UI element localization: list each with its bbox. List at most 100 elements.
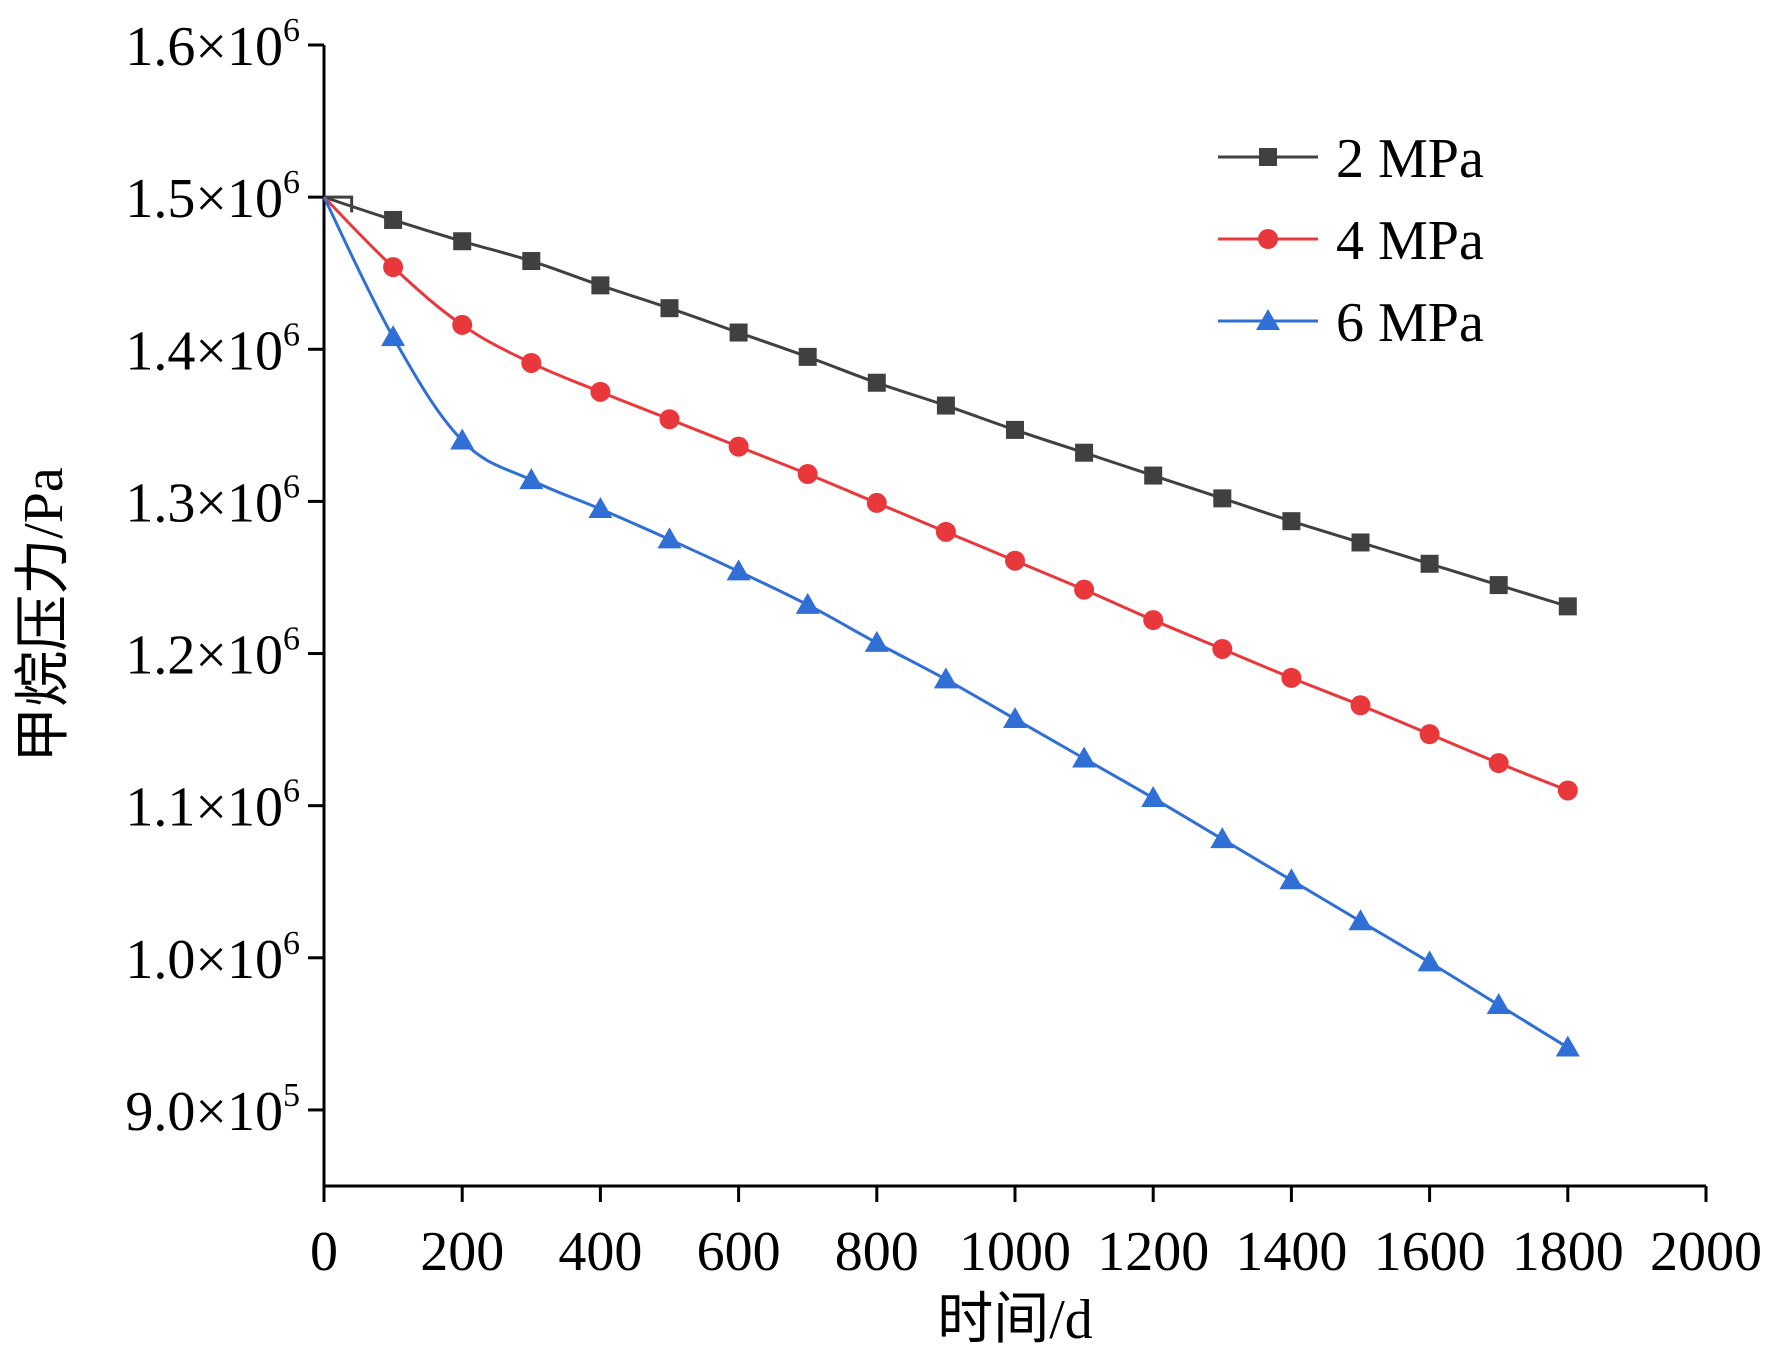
data-point <box>450 428 475 450</box>
data-point <box>384 210 403 229</box>
y-axis-title: 甲烷压力/Pa <box>13 467 75 763</box>
y-tick-exponent: 6 <box>283 468 300 505</box>
x-ticks: 0 200 400 600 800 1000 1200 1400 1600 1800 2000 <box>310 1186 1762 1283</box>
data-point <box>797 464 818 485</box>
y-tick-label: 9.0×105 <box>125 1077 300 1143</box>
data-point <box>1279 868 1304 890</box>
data-point <box>1210 827 1235 849</box>
x-tick-label: 200 <box>420 1221 504 1283</box>
data-point <box>1351 533 1370 552</box>
series-line <box>322 196 1569 792</box>
axes <box>322 45 1706 1188</box>
legend-item: 4 MPa <box>1218 210 1484 272</box>
data-point <box>659 409 680 430</box>
data-point <box>1212 638 1233 659</box>
data-point <box>866 492 887 513</box>
data-point <box>935 521 956 542</box>
data-point <box>798 347 817 366</box>
data-point <box>1417 950 1442 972</box>
y-tick-exponent: 6 <box>283 925 300 962</box>
data-point <box>864 630 889 652</box>
data-point <box>1282 512 1301 531</box>
data-point <box>1072 746 1097 768</box>
data-point <box>588 497 613 519</box>
x-tick-label: 1400 <box>1235 1221 1347 1283</box>
data-point <box>728 436 749 457</box>
y-tick-mantissa: 1.1×10 <box>125 777 283 839</box>
legend-item: 6 MPa <box>1218 292 1484 354</box>
y-tick-exponent: 6 <box>283 773 300 810</box>
legend-marker <box>1258 229 1278 249</box>
x-tick-label: 1200 <box>1097 1221 1209 1283</box>
data-point <box>453 232 472 251</box>
series-4-mpa <box>322 196 1578 801</box>
y-tick-label: 1.1×106 <box>125 773 300 839</box>
data-point <box>519 468 544 490</box>
data-point <box>936 396 955 415</box>
x-tick-label: 800 <box>835 1221 919 1283</box>
data-point <box>1006 420 1024 439</box>
y-tick-mantissa: 9.0×10 <box>125 1081 283 1143</box>
data-point <box>1348 909 1373 931</box>
y-tick-exponent: 6 <box>283 621 300 658</box>
data-point <box>1144 466 1163 485</box>
legend-item: 2 MPa <box>1218 128 1484 190</box>
y-tick-mantissa: 1.5×10 <box>125 168 283 230</box>
y-tick-label: 1.2×106 <box>125 621 300 687</box>
data-point <box>522 252 541 271</box>
data-point <box>1486 992 1511 1014</box>
data-point <box>933 667 958 689</box>
data-point <box>1350 695 1371 716</box>
data-point <box>1213 489 1232 508</box>
data-point <box>1005 550 1025 571</box>
data-point <box>521 352 542 373</box>
legend-label: 4 MPa <box>1336 210 1484 272</box>
data-point <box>1555 1035 1580 1057</box>
y-tick-mantissa: 1.4×10 <box>125 320 283 382</box>
data-point <box>1488 753 1509 774</box>
legend-label: 2 MPa <box>1336 128 1484 190</box>
legend: 2 MPa 4 MPa 6 MPa <box>1218 128 1484 354</box>
data-point <box>1143 610 1164 631</box>
y-ticks: 9.0×1051.0×1061.1×1061.2×1061.3×1061.4×1… <box>125 12 324 1143</box>
data-point <box>1003 706 1027 728</box>
data-point <box>381 325 406 347</box>
data-point <box>1074 579 1095 600</box>
y-tick-mantissa: 1.2×10 <box>125 625 283 687</box>
y-tick-exponent: 6 <box>283 164 300 201</box>
y-tick-exponent: 6 <box>283 12 300 49</box>
data-point <box>1558 597 1577 616</box>
y-tick-label: 1.5×106 <box>125 164 300 230</box>
legend-label: 6 MPa <box>1336 292 1484 354</box>
data-point <box>452 314 473 335</box>
data-point <box>1281 667 1302 688</box>
y-tick-mantissa: 1.6×10 <box>125 16 283 78</box>
y-tick-label: 1.6×106 <box>125 12 300 78</box>
data-point <box>1075 443 1094 462</box>
data-point <box>795 592 820 614</box>
series-2-mpa <box>323 195 1577 616</box>
data-point <box>1557 780 1578 801</box>
x-tick-label: 2000 <box>1650 1221 1762 1283</box>
x-tick-label: 1000 <box>959 1221 1071 1283</box>
series-6-mpa <box>322 196 1580 1057</box>
series-layer <box>322 195 1580 1057</box>
x-tick-label: 0 <box>310 1221 338 1283</box>
x-tick-label: 1600 <box>1374 1221 1486 1283</box>
data-point <box>729 323 748 342</box>
data-point <box>1141 786 1166 808</box>
x-tick-label: 400 <box>558 1221 642 1283</box>
y-tick-label: 1.3×106 <box>125 468 300 534</box>
x-tick-label: 600 <box>697 1221 781 1283</box>
y-tick-label: 1.0×106 <box>125 925 300 991</box>
data-point <box>1419 724 1440 745</box>
data-point <box>1420 554 1439 573</box>
x-axis-title: 时间/d <box>937 1289 1093 1351</box>
data-point <box>657 527 682 549</box>
y-tick-mantissa: 1.3×10 <box>125 472 283 534</box>
data-point <box>726 559 751 581</box>
legend-marker <box>1256 309 1280 330</box>
x-tick-label: 1800 <box>1512 1221 1624 1283</box>
data-point <box>867 373 886 392</box>
